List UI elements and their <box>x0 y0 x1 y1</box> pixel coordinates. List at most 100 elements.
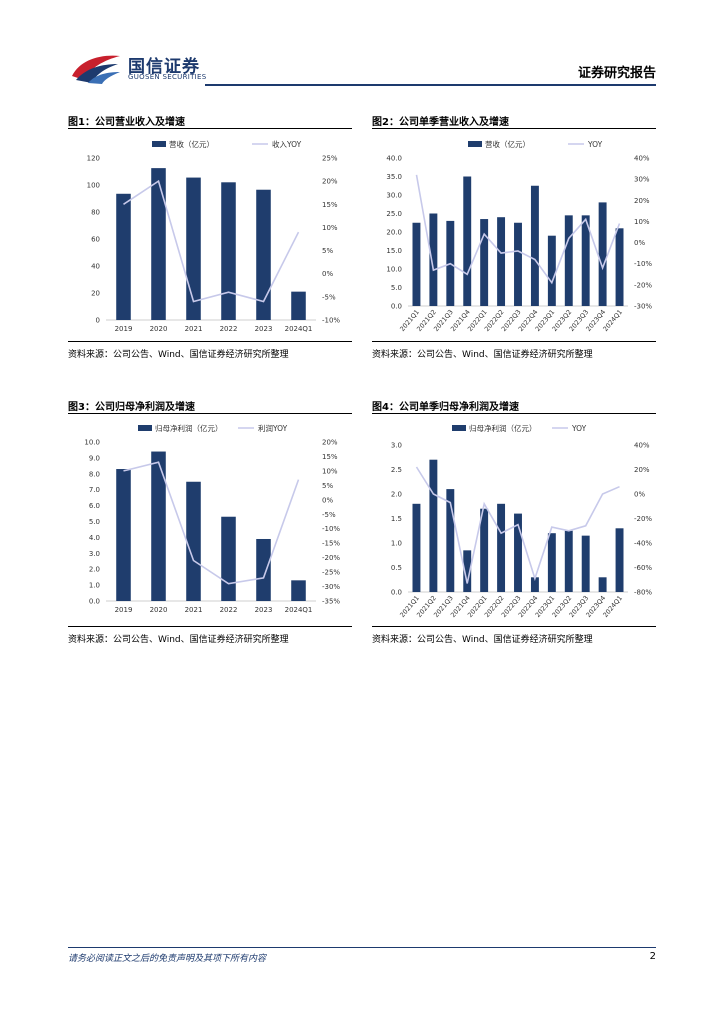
bar <box>221 182 236 320</box>
left-axis-tick-label: 8.0 <box>89 470 100 478</box>
left-axis-tick-label: 0.0 <box>89 598 100 606</box>
yoy-line <box>123 461 300 585</box>
bar <box>530 185 539 306</box>
right-axis-tick-label: 5% <box>322 247 333 255</box>
right-axis-tick-label: 20% <box>322 178 338 186</box>
figure-2-chart: 营收（亿元） YOY 0.0 5.0 10.0 15.0 20.0 25.0 30.0 35.0 4… <box>386 139 652 333</box>
left-axis-tick-label: 100 <box>87 182 100 190</box>
left-axis-tick-label: 0.5 <box>391 564 402 572</box>
bar <box>429 459 438 592</box>
right-axis-tick-label: 20% <box>634 197 650 205</box>
figure-1-bottom-rule <box>68 341 352 342</box>
left-axis-tick-label: 9.0 <box>89 454 100 462</box>
left-axis-tick-label: 5.0 <box>89 518 100 526</box>
right-axis-tick-label: -20% <box>634 281 652 289</box>
right-axis-tick-label: 10% <box>322 224 338 232</box>
bar <box>514 513 522 592</box>
bar <box>480 508 489 592</box>
legend-line-label: YOY <box>571 424 587 433</box>
bar <box>412 222 421 306</box>
x-axis-tick-label: 2024Q1 <box>285 325 313 333</box>
left-axis-tick-label: 20 <box>91 290 100 298</box>
figure-4-bottom-rule <box>372 626 656 627</box>
left-axis-tick-label: 10.0 <box>386 266 402 274</box>
bar <box>221 516 236 601</box>
left-axis-tick-label: 5.0 <box>391 284 402 292</box>
right-axis-tick-label: -20% <box>322 554 340 562</box>
yoy-line <box>415 466 620 584</box>
right-axis-tick-label: -60% <box>634 564 652 572</box>
header-divider <box>205 84 656 86</box>
left-axis-tick-label: 2.5 <box>391 466 402 474</box>
bar <box>291 291 306 320</box>
right-axis-tick-label: 40% <box>634 155 650 163</box>
legend-bar-label: 归母净利润（亿元） <box>155 423 223 433</box>
legend-bar-label: 营收（亿元） <box>485 139 530 149</box>
yoy-line <box>123 179 300 303</box>
bar <box>256 189 271 320</box>
bar <box>151 451 166 601</box>
left-axis-tick-label: 2.0 <box>391 491 402 499</box>
left-axis-tick-label: 6.0 <box>89 502 100 510</box>
figure-4-chart: 归母净利润（亿元） YOY 0.0 0.5 1.0 1.5 2.0 2.5 3.0 -80% -60… <box>391 423 653 619</box>
legend-bar-swatch <box>452 425 466 431</box>
legend-line-label: YOY <box>587 140 603 149</box>
figure-2-title: 图2：公司单季营业收入及增速 <box>372 117 509 128</box>
right-axis-tick-label: 0% <box>634 239 645 247</box>
guosen-logo-icon <box>72 55 120 84</box>
legend-bar-swatch <box>152 141 166 147</box>
bar <box>186 481 201 601</box>
chart-legend: 营收（亿元） YOY <box>468 139 603 149</box>
right-axis-tick-label: -15% <box>322 540 340 548</box>
x-axis-tick-label: 2024Q1 <box>285 606 313 614</box>
right-axis-tick-label: 10% <box>634 218 650 226</box>
legend-line-label: 收入YOY <box>272 139 302 149</box>
bar <box>514 222 522 306</box>
legend-line-label: 利润YOY <box>258 423 288 433</box>
left-axis-tick-label: 1.0 <box>391 540 402 548</box>
right-axis-tick-label: -10% <box>634 260 652 268</box>
right-axis-tick-label: -20% <box>634 515 652 523</box>
right-axis-tick-label: 10% <box>322 467 338 475</box>
bar <box>412 503 421 592</box>
left-axis-tick-label: 80 <box>91 209 100 217</box>
legend-bar-swatch <box>138 425 152 431</box>
legend-bar-label: 营收（亿元） <box>169 139 214 149</box>
company-name-en: GUOSEN SECURITIES <box>128 73 207 81</box>
left-axis-tick-label: 7.0 <box>89 486 100 494</box>
x-axis-tick-label: 2022 <box>220 606 238 614</box>
figure-4-title: 图4：公司单季归母净利润及增速 <box>372 402 519 413</box>
right-axis-tick-label: 20% <box>322 439 338 447</box>
figure-3-source: 资料来源：公司公告、Wind、国信证券经济研究所整理 <box>68 635 289 645</box>
figure-4-top-rule <box>372 413 656 414</box>
right-axis-tick-label: 0% <box>634 491 645 499</box>
page-number: 2 <box>649 951 656 962</box>
right-axis-tick-label: -25% <box>322 569 340 577</box>
bar <box>463 550 472 592</box>
right-axis-tick-label: -10% <box>322 317 340 325</box>
right-axis-tick-label: -30% <box>634 303 652 311</box>
chart-legend: 营收（亿元） 收入YOY <box>152 139 302 149</box>
bar <box>581 215 590 306</box>
right-axis-tick-label: -30% <box>322 583 340 591</box>
bar <box>480 219 489 306</box>
bar <box>598 202 607 306</box>
x-axis-tick-label: 2021 <box>185 325 203 333</box>
right-axis-tick-label: 20% <box>634 466 650 474</box>
left-axis-tick-label: 1.0 <box>89 582 100 590</box>
right-axis-tick-label: -40% <box>634 540 652 548</box>
x-axis-tick-label: 2021 <box>185 606 203 614</box>
figure-1-title: 图1：公司营业收入及增速 <box>68 117 185 128</box>
x-axis-tick-label: 2020 <box>150 325 168 333</box>
bar <box>581 535 590 592</box>
right-axis-tick-label: 5% <box>322 482 333 490</box>
figure-4-source: 资料来源：公司公告、Wind、国信证券经济研究所整理 <box>372 635 593 645</box>
page-header: 国信证券 GUOSEN SECURITIES 证券研究报告 <box>0 0 724 90</box>
left-axis-tick-label: 120 <box>87 155 100 163</box>
left-axis-tick-label: 30.0 <box>386 192 402 200</box>
right-axis-tick-label: 15% <box>322 201 338 209</box>
company-name-cn: 国信证券 <box>128 57 200 77</box>
right-axis-tick-label: -5% <box>322 511 336 519</box>
figure-1-top-rule <box>68 128 352 129</box>
x-axis-tick-label: 2022 <box>220 325 238 333</box>
